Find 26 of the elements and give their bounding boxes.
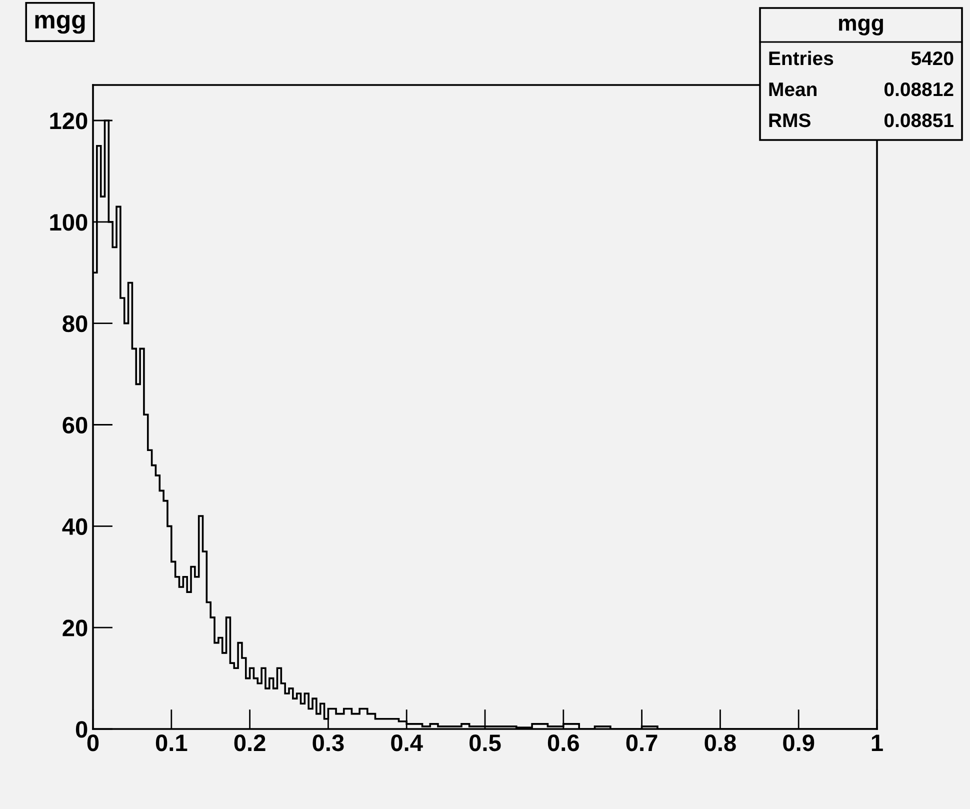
text: Entries <box>769 50 834 66</box>
y-tick-label: 20 <box>62 620 88 636</box>
y-tick-label: 120 <box>50 112 88 130</box>
x-tick-label: 0.8 <box>704 734 736 752</box>
annotation: RMS <box>769 113 810 128</box>
text: 0.08812 <box>884 82 954 96</box>
annotation: Mean <box>769 82 816 96</box>
y-tick-label: 0 <box>76 721 88 738</box>
x-tick-label: 0.6 <box>548 734 579 752</box>
text: 0.08851 <box>884 113 954 128</box>
x-tick-label: 0.9 <box>783 734 814 752</box>
y-tick-label: 60 <box>62 416 88 434</box>
x-tick-label: 1 <box>872 734 883 751</box>
x-tick-label: 0.4 <box>391 734 423 752</box>
x-tick-label: 0 <box>87 734 99 752</box>
x-tick-label: 0.2 <box>234 734 266 752</box>
text: 5420 <box>911 51 954 66</box>
text: mgg <box>839 18 883 36</box>
chart-title: mgg <box>35 14 85 34</box>
x-tick-label: 0.3 <box>312 734 344 752</box>
x-tick-label: 0.5 <box>470 734 501 752</box>
x-tick-label: 0.1 <box>156 734 188 752</box>
y-tick-label: 40 <box>62 518 88 535</box>
y-tick-label: 100 <box>50 214 88 231</box>
y-tick-label: 80 <box>62 315 88 332</box>
x-tick-label: 0.7 <box>626 734 658 752</box>
